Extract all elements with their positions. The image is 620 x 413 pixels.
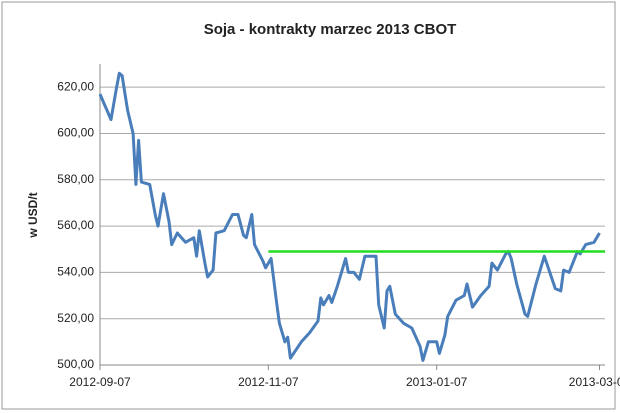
y-tick-label: 500,00 — [57, 357, 94, 371]
x-tick-label: 2013-01-07 — [406, 375, 468, 389]
x-tick-label: 2013-03-07 — [569, 375, 620, 389]
x-tick-label: 2012-09-07 — [69, 375, 131, 389]
line-series — [98, 71, 601, 362]
y-tick-label: 600,00 — [57, 126, 94, 140]
y-tick-label: 580,00 — [57, 172, 94, 186]
y-tick-label: 540,00 — [57, 265, 94, 279]
chart-title: Soja - kontrakty marzec 2013 CBOT — [204, 21, 457, 38]
y-tick-label: 520,00 — [57, 311, 94, 325]
y-tick-label: 560,00 — [57, 218, 94, 232]
y-tick-label: 620,00 — [57, 79, 94, 93]
x-tick-label: 2012-11-07 — [238, 375, 299, 389]
y-axis-label: w USD/t — [26, 192, 40, 238]
